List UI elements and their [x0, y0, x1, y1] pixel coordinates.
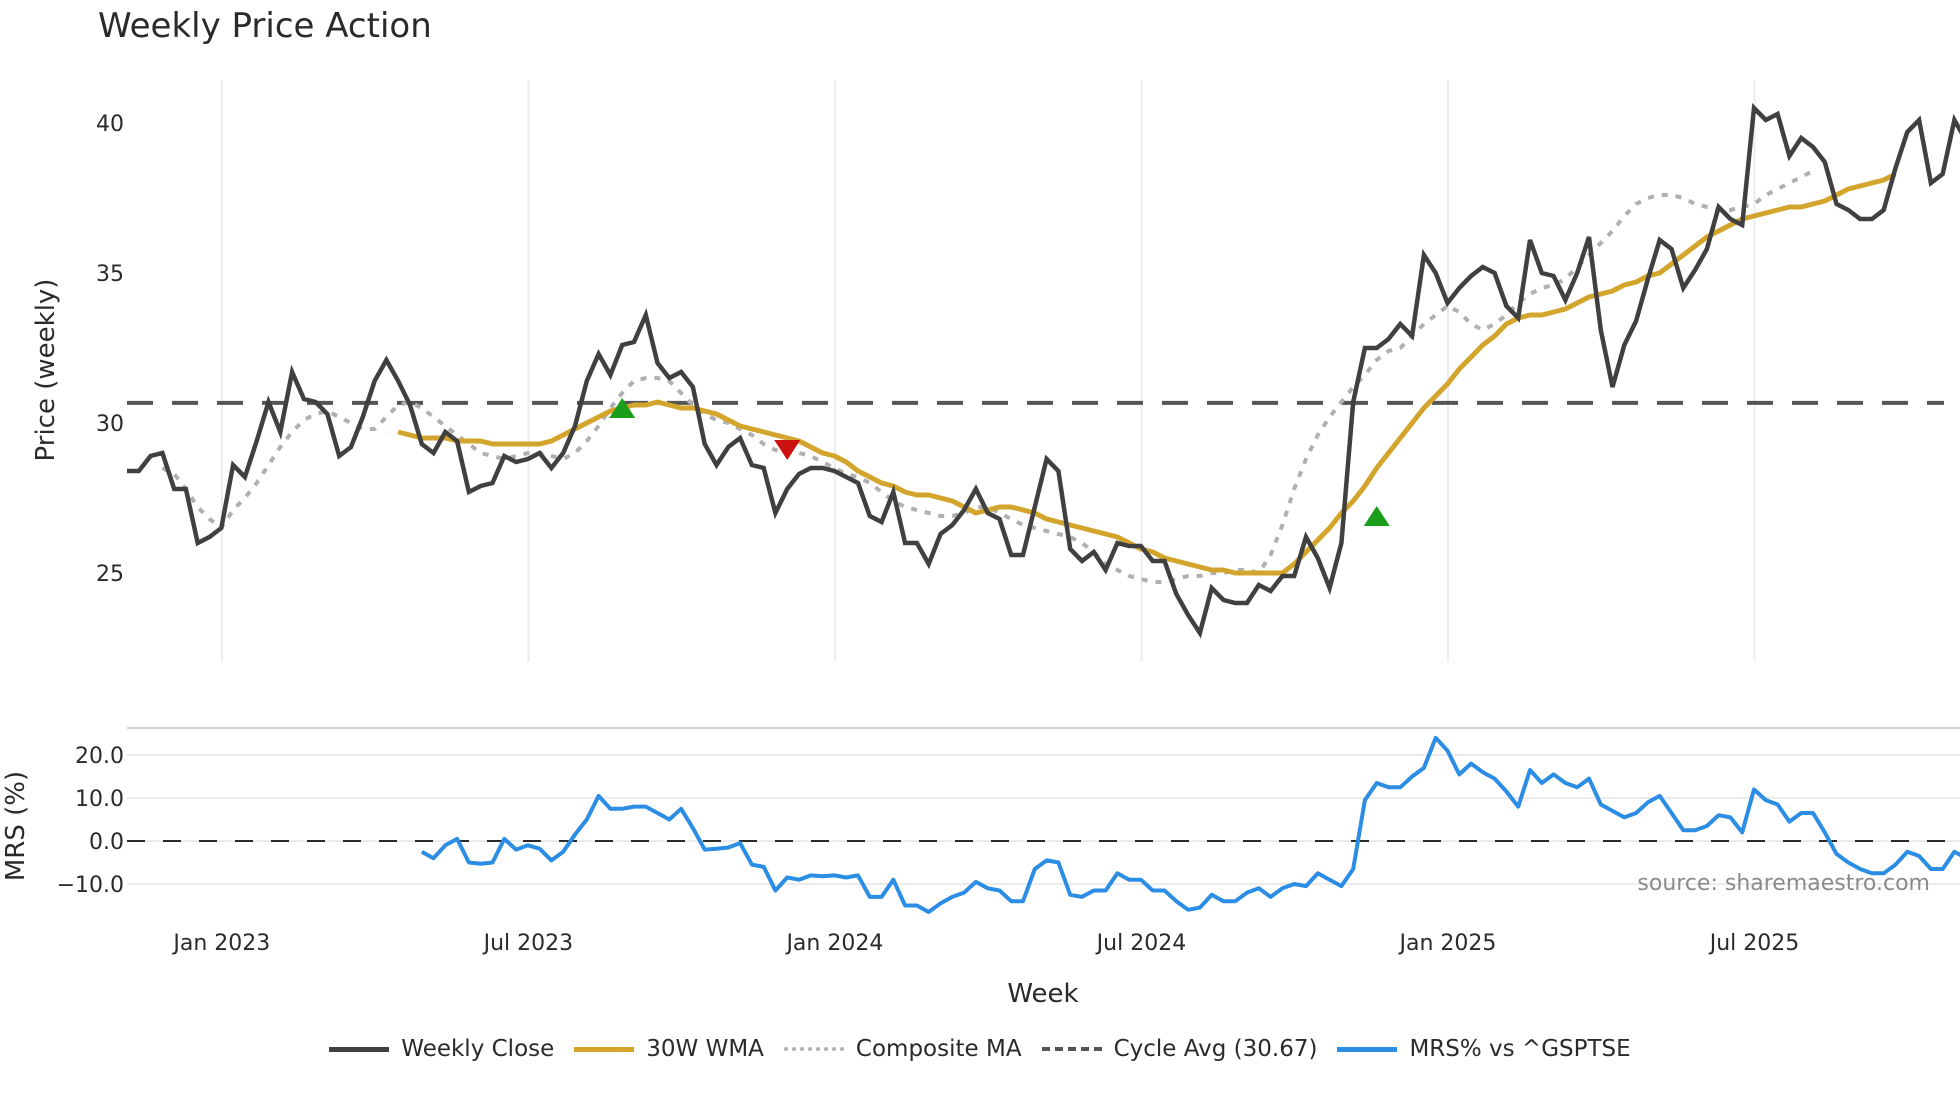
x-tick-label: Jul 2023	[482, 931, 574, 956]
sell-signal-triangle-icon	[774, 440, 801, 460]
source-watermark: source: sharemaestro.com	[1637, 871, 1930, 896]
legend-item-composite[interactable]: Composite MA	[783, 1036, 1022, 1062]
cycle-avg-swatch	[1041, 1047, 1102, 1051]
legend-label: MRS% vs ^GSPTSE	[1409, 1036, 1631, 1062]
legend-label: Cycle Avg (30.67)	[1113, 1036, 1318, 1062]
mrs-swatch	[1337, 1046, 1398, 1052]
price-y-tick-label: 35	[96, 262, 124, 287]
mrs-y-ticks: −10.0 0.0 10.0 20.0	[57, 744, 124, 898]
price-y-tick-label: 30	[96, 412, 124, 437]
wma-line	[397, 171, 1897, 576]
weekly-close-line	[127, 103, 1960, 639]
composite-swatch	[783, 1047, 844, 1051]
x-tick-label: Jul 2025	[1708, 931, 1800, 956]
mrs-line	[420, 735, 1960, 914]
legend-label: Composite MA	[855, 1036, 1022, 1062]
x-tick-label: Jan 2024	[784, 931, 883, 956]
x-axis-ticks: Jan 2023 Jul 2023 Jan 2024 Jul 2024 Jan 2025…	[171, 931, 1799, 956]
signal-markers	[609, 398, 1390, 526]
wma-swatch	[574, 1046, 635, 1052]
x-tick-label: Jul 2024	[1095, 931, 1187, 956]
legend-item-wma[interactable]: 30W WMA	[574, 1036, 764, 1062]
legend-label: Weekly Close	[401, 1036, 555, 1062]
legend: Weekly Close 30W WMA Composite MA Cycle …	[0, 1036, 1960, 1062]
mrs-y-axis-title: MRS (%)	[1, 771, 31, 881]
chart-title: Weekly Price Action	[98, 6, 432, 46]
legend-item-weekly-close[interactable]: Weekly Close	[329, 1036, 554, 1062]
legend-label: 30W WMA	[646, 1036, 764, 1062]
mrs-y-tick-label: 0.0	[89, 830, 124, 855]
x-tick-label: Jan 2023	[171, 931, 270, 956]
composite-ma-line	[161, 169, 1814, 584]
legend-item-cycle-avg[interactable]: Cycle Avg (30.67)	[1041, 1036, 1318, 1062]
buy-signal-triangle-icon	[1363, 506, 1390, 526]
price-gridlines	[220, 80, 1756, 662]
mrs-y-tick-label: 20.0	[75, 744, 124, 769]
x-axis-title: Week	[1007, 979, 1078, 1009]
price-y-axis-title: Price (weekly)	[31, 279, 61, 462]
x-tick-label: Jan 2025	[1398, 931, 1497, 956]
legend-item-mrs[interactable]: MRS% vs ^GSPTSE	[1337, 1036, 1631, 1062]
price-y-tick-label: 40	[96, 112, 124, 137]
mrs-y-tick-label: −10.0	[57, 873, 124, 898]
price-y-ticks: 25 30 35 40	[96, 112, 124, 587]
weekly-close-swatch	[329, 1046, 390, 1052]
price-y-tick-label: 25	[96, 562, 124, 587]
mrs-y-tick-label: 10.0	[75, 787, 124, 812]
buy-signal-triangle-icon	[609, 398, 636, 418]
